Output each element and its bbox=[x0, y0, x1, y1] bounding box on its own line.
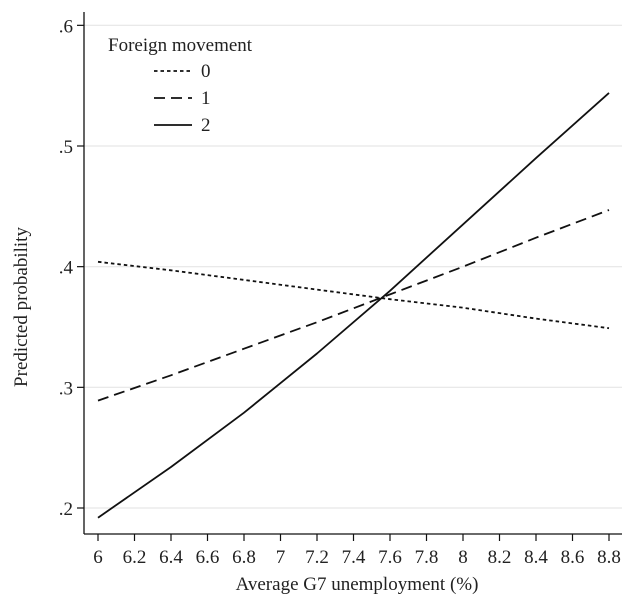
legend-label-2: 2 bbox=[201, 115, 211, 136]
legend-label-1: 1 bbox=[201, 88, 211, 109]
y-tick-label: .4 bbox=[59, 258, 74, 279]
x-axis-title: Average G7 unemployment (%) bbox=[236, 574, 479, 595]
y-tick-label: .3 bbox=[59, 378, 73, 399]
series-lines bbox=[98, 93, 609, 518]
y-axis-ticks: .2 .3 .4 .5 .6 bbox=[59, 16, 84, 520]
axes bbox=[84, 12, 622, 534]
x-tick-label: 8.6 bbox=[561, 547, 585, 568]
series-line-2 bbox=[98, 93, 609, 518]
series-line-1 bbox=[98, 210, 609, 401]
legend: Foreign movement 0 1 2 bbox=[108, 35, 253, 136]
series-line-0 bbox=[98, 262, 609, 328]
x-tick-label: 6.2 bbox=[123, 547, 147, 568]
x-tick-label: 6 bbox=[93, 547, 103, 568]
x-axis-ticks: 6 6.2 6.4 6.6 6.8 7 7.2 7.4 7.6 7.8 8 8.2 8.4 8.6 8.8 bbox=[93, 534, 621, 568]
x-tick-label: 6.4 bbox=[159, 547, 183, 568]
x-tick-label: 8.2 bbox=[488, 547, 512, 568]
x-tick-label: 7.8 bbox=[415, 547, 439, 568]
y-tick-label: .5 bbox=[59, 137, 73, 158]
x-tick-label: 6.8 bbox=[232, 547, 256, 568]
x-tick-label: 8.4 bbox=[524, 547, 548, 568]
y-tick-label: .2 bbox=[59, 499, 73, 520]
y-tick-label: .6 bbox=[59, 16, 73, 37]
x-tick-label: 7.2 bbox=[305, 547, 329, 568]
legend-title: Foreign movement bbox=[108, 35, 253, 56]
y-axis-title: Predicted probability bbox=[11, 227, 32, 387]
x-tick-label: 7.4 bbox=[342, 547, 366, 568]
legend-label-0: 0 bbox=[201, 61, 211, 82]
x-tick-label: 6.6 bbox=[196, 547, 220, 568]
x-tick-label: 7.6 bbox=[378, 547, 402, 568]
x-tick-label: 7 bbox=[276, 547, 286, 568]
x-tick-label: 8 bbox=[458, 547, 468, 568]
x-tick-label: 8.8 bbox=[597, 547, 621, 568]
